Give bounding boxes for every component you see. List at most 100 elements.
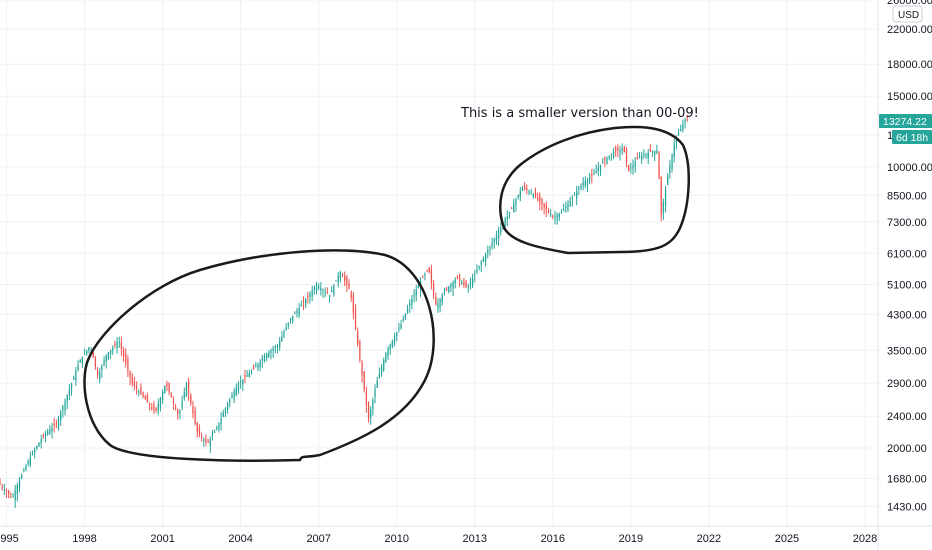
candle-body: [153, 404, 155, 411]
candle-body: [487, 250, 489, 253]
candle-body: [660, 177, 662, 215]
x-tick-label: 1995: [0, 533, 19, 545]
candle-body: [309, 293, 311, 298]
candle-body: [619, 149, 621, 153]
candle-body: [101, 366, 103, 371]
candle-body: [365, 391, 368, 405]
candle-body: [135, 386, 138, 389]
candle-body: [426, 270, 428, 272]
candle-body: [363, 371, 365, 390]
candle-body: [591, 173, 593, 177]
y-tick-label: 18000.00: [887, 59, 932, 71]
candle-body: [1, 486, 3, 488]
candle-body: [415, 290, 417, 296]
candle-body: [422, 276, 424, 278]
candle-body: [118, 342, 120, 344]
candle-body: [547, 210, 550, 212]
candle-body: [164, 385, 166, 394]
candle-body: [255, 366, 257, 368]
candle-body: [122, 349, 125, 357]
candle-body: [636, 158, 639, 160]
candle-body: [474, 273, 476, 275]
candle-body: [250, 371, 253, 373]
candle-body: [194, 410, 196, 424]
candle-body: [105, 354, 107, 362]
candle-body: [669, 165, 671, 173]
candle-body: [567, 203, 569, 211]
candle-body: [432, 283, 435, 294]
candle-body: [463, 281, 465, 285]
currency-button-label[interactable]: USD: [898, 10, 919, 21]
candle-body: [129, 370, 131, 378]
candle-body: [348, 283, 350, 289]
candle-body: [0, 481, 1, 485]
candle-body: [331, 290, 333, 292]
candle-body: [593, 173, 595, 175]
candle-body: [220, 417, 222, 424]
candle-body: [159, 397, 162, 408]
candle-body: [18, 479, 21, 488]
candle-body: [307, 296, 309, 298]
candle-body: [244, 374, 246, 378]
candle-body: [383, 359, 385, 370]
candle-body: [400, 323, 402, 329]
candle-body: [103, 360, 105, 365]
candle-body: [445, 288, 448, 290]
candle-body: [634, 161, 636, 167]
candle-body: [391, 340, 394, 347]
candle-body: [500, 227, 502, 233]
candle-body: [5, 489, 8, 492]
candle-body: [428, 267, 430, 273]
candle-body: [558, 213, 560, 218]
candle-body: [625, 148, 628, 162]
candle-body: [584, 180, 586, 186]
candle-body: [172, 400, 175, 403]
candle-body: [649, 148, 652, 152]
candle-body: [350, 292, 352, 298]
candle-body: [630, 167, 632, 169]
candle-body: [3, 489, 5, 491]
candle-body: [506, 215, 508, 221]
candle-body: [623, 146, 626, 153]
candle-body: [604, 157, 606, 160]
candle-body: [179, 410, 181, 415]
candle-body: [664, 188, 667, 206]
candle-body: [263, 355, 266, 362]
candle-body: [296, 310, 298, 314]
candle-body: [465, 280, 467, 287]
candle-body: [608, 155, 610, 158]
candle-body: [638, 156, 641, 158]
candle-body: [409, 303, 411, 307]
candle-body: [435, 297, 437, 305]
candle-body: [452, 281, 454, 289]
x-tick-label: 2025: [775, 533, 799, 545]
candle-body: [532, 194, 534, 197]
candle-body: [23, 470, 25, 472]
candle-body: [151, 407, 153, 409]
candle-body: [292, 315, 294, 321]
x-tick-label: 2016: [541, 533, 565, 545]
candle-body: [239, 381, 242, 383]
candle-body: [213, 432, 216, 434]
candle-body: [599, 164, 602, 172]
candle-body: [389, 344, 391, 350]
candle-body: [224, 408, 227, 414]
currency-button[interactable]: USD: [892, 5, 923, 23]
candle-body: [404, 313, 407, 319]
candle-body: [313, 287, 315, 290]
candle-body: [315, 284, 318, 292]
candle-body: [539, 195, 541, 203]
time-axis[interactable]: 1995 1998 2001 2004 2007 2010 2013 2016 2019 2022…: [0, 533, 877, 545]
candle-body: [480, 261, 482, 266]
candle-body: [94, 356, 97, 367]
candle-body: [70, 383, 73, 390]
candle-body: [337, 275, 339, 283]
candle-body: [612, 151, 615, 158]
candle-body: [671, 154, 673, 169]
candle-body: [662, 201, 665, 213]
candle-body: [62, 406, 64, 411]
candle-body: [12, 496, 14, 498]
candle-body: [515, 199, 517, 205]
